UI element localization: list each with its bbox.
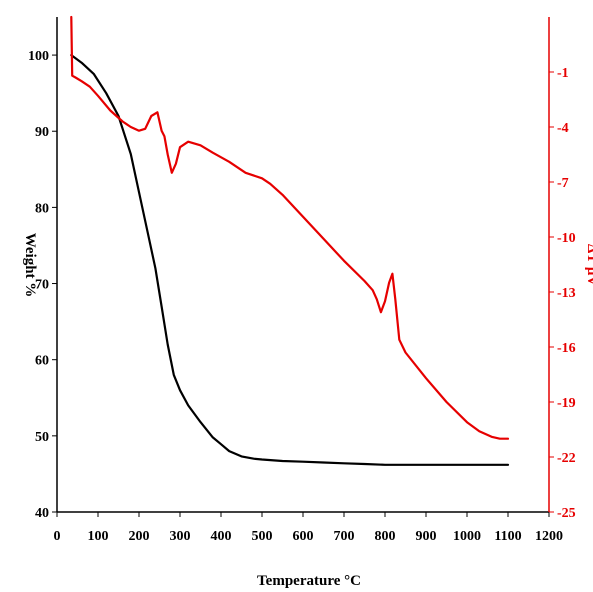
right-axis-title: ΔT µV bbox=[584, 244, 593, 287]
right-tick-label: -4 bbox=[557, 121, 569, 136]
x-tick-label: 100 bbox=[88, 529, 109, 544]
x-tick-label: 400 bbox=[211, 529, 232, 544]
axes-layer: 0 100 200 300 400 500 600 700 800 900 1000 1100 1200… bbox=[28, 17, 576, 544]
right-tick-label: -19 bbox=[557, 396, 576, 411]
right-tick-label: -1 bbox=[557, 66, 569, 81]
left-tick-label: 60 bbox=[35, 354, 49, 369]
x-tick-label: 1200 bbox=[535, 529, 563, 544]
left-tick-label: 100 bbox=[28, 49, 49, 64]
dta-series-line bbox=[70, 15, 510, 440]
x-axis-title: Temperature °C bbox=[257, 573, 361, 589]
left-axis-title: Weight % bbox=[22, 233, 38, 298]
left-tick-label: 90 bbox=[35, 125, 49, 140]
x-tick-label: 800 bbox=[375, 529, 396, 544]
right-tick-label: -13 bbox=[557, 286, 576, 301]
left-tick-label: 70 bbox=[35, 278, 49, 293]
right-tick-label: -10 bbox=[557, 231, 576, 246]
left-tick-label: 80 bbox=[35, 201, 49, 216]
right-tick-label: -22 bbox=[557, 451, 576, 466]
x-tick-label: 1100 bbox=[494, 529, 521, 544]
x-tick-label: 500 bbox=[252, 529, 273, 544]
right-tick-label: -7 bbox=[557, 176, 569, 191]
series-layer bbox=[70, 15, 510, 466]
x-tick-label: 900 bbox=[416, 529, 437, 544]
x-tick-label: 300 bbox=[170, 529, 191, 544]
x-tick-label: 700 bbox=[334, 529, 355, 544]
left-tick-label: 50 bbox=[35, 430, 49, 445]
x-tick-label: 1000 bbox=[453, 529, 481, 544]
right-tick-label: -25 bbox=[557, 506, 576, 521]
x-tick-label: 0 bbox=[54, 529, 61, 544]
right-tick-label: -16 bbox=[557, 341, 576, 356]
x-tick-label: 600 bbox=[293, 529, 314, 544]
weight-series-line bbox=[70, 54, 510, 466]
x-tick-label: 200 bbox=[129, 529, 150, 544]
left-tick-label: 40 bbox=[35, 506, 49, 521]
